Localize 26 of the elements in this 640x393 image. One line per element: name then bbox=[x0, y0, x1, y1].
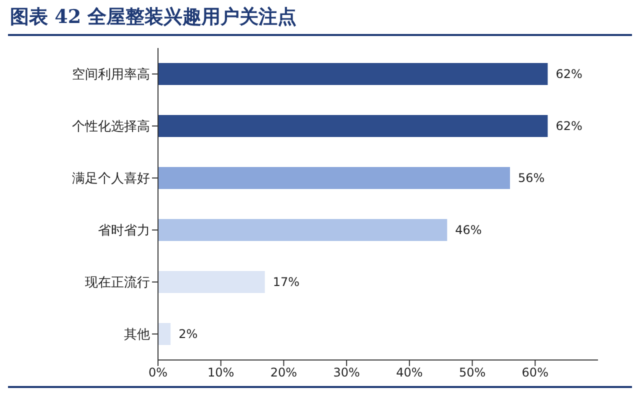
bar bbox=[158, 219, 448, 241]
bar bbox=[158, 167, 510, 189]
data-label: 46% bbox=[455, 223, 482, 237]
y-tick-label: 满足个人喜好 bbox=[72, 172, 150, 187]
data-label: 62% bbox=[556, 67, 582, 81]
y-tick-label: 现在正流行 bbox=[85, 274, 150, 291]
y-tick-label: 空间利用率高 bbox=[72, 66, 150, 83]
x-tick-label: 30% bbox=[333, 366, 360, 380]
bar bbox=[158, 115, 548, 137]
data-label: 17% bbox=[272, 275, 300, 289]
x-tick-label: 50% bbox=[458, 366, 486, 380]
x-tick-label: 0% bbox=[148, 366, 168, 380]
data-label: 56% bbox=[518, 171, 545, 185]
x-tick-label: 40% bbox=[396, 366, 423, 380]
y-tick-label: 其他 bbox=[124, 328, 150, 343]
data-label: 2% bbox=[178, 327, 198, 341]
y-tick-label: 个性化选择高 bbox=[72, 118, 150, 135]
bar bbox=[158, 271, 265, 293]
x-tick-label: 10% bbox=[208, 366, 234, 380]
x-tick-label: 20% bbox=[270, 366, 298, 380]
bar bbox=[158, 323, 171, 345]
y-tick-label: 省时省力 bbox=[98, 224, 150, 239]
data-label: 62% bbox=[556, 119, 582, 133]
bar bbox=[158, 63, 548, 85]
chart-title: 图表 42 全屋整装兴趣用户关注点 bbox=[10, 5, 297, 30]
x-tick-label: 60% bbox=[522, 366, 548, 380]
